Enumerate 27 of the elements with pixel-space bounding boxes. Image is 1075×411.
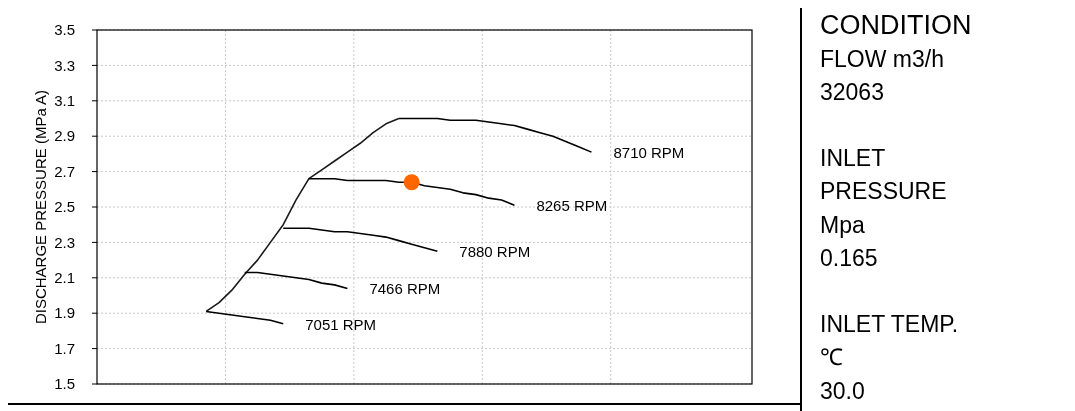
y-tick-label: 1.9 (54, 304, 75, 322)
series-label: 7466 RPM (369, 280, 441, 298)
y-tick-label: 3.5 (54, 21, 75, 39)
text: Mpa (820, 211, 865, 238)
text: 32063 (820, 79, 884, 106)
text: ℃ (820, 344, 843, 371)
text: PRESSURE (820, 178, 947, 205)
y-tick-label: 3.3 (54, 56, 75, 74)
text: 0.165 (820, 245, 878, 272)
text: FLOW m3/h (820, 45, 944, 72)
y-axis-title: DISCHARGE PRESSURE (MPa A) (32, 89, 49, 325)
y-tick-label: 1.7 (54, 339, 75, 357)
y-tick-label: 1.5 (54, 375, 75, 393)
y-tick-label: 2.1 (54, 269, 75, 287)
text: CONDITION (820, 10, 972, 41)
series-label: 8265 RPM (536, 197, 608, 215)
y-tick-label: 2.7 (54, 162, 75, 180)
y-tick-label: 3.1 (54, 92, 75, 110)
series-label: 8710 RPM (613, 144, 685, 162)
text: INLET TEMP. (820, 310, 959, 337)
text: INLET (820, 144, 886, 171)
text: 30.0 (820, 377, 865, 404)
y-tick-label: 2.3 (54, 233, 75, 251)
y-tick-label: 2.5 (54, 198, 75, 216)
series-label: 7880 RPM (459, 243, 531, 261)
y-tick-label: 2.9 (54, 127, 75, 145)
series-label: 7051 RPM (305, 315, 377, 333)
